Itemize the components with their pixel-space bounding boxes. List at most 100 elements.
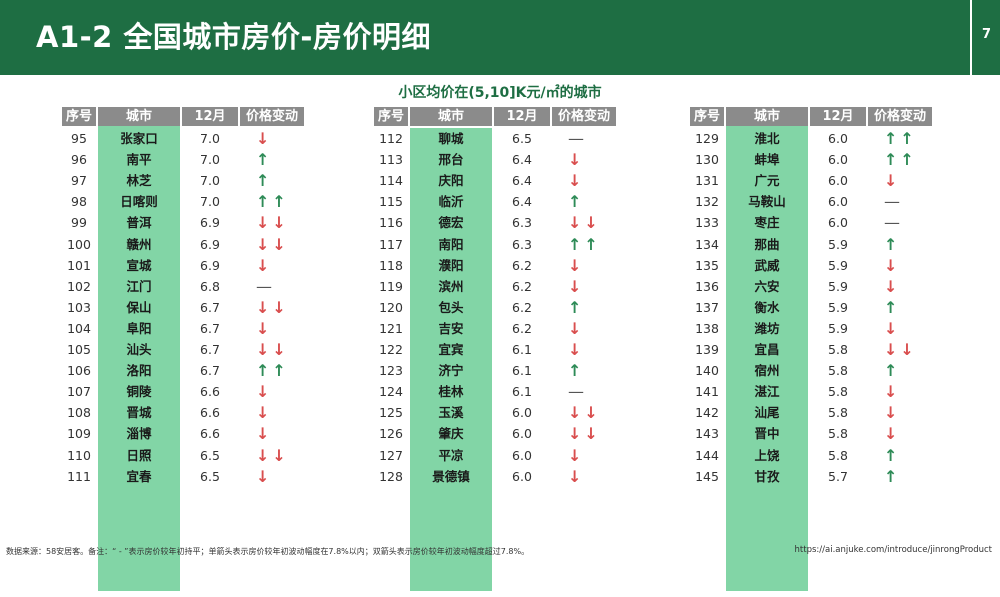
down-arrow-icon: ↓ bbox=[568, 445, 585, 465]
up-arrow-icon: ↑ bbox=[568, 192, 585, 212]
rank-cell: 111 bbox=[67, 468, 91, 484]
rank-cell: 133 bbox=[695, 215, 719, 231]
up-arrow-icon: ↑ bbox=[884, 466, 901, 486]
price-cell: 6.0 bbox=[512, 426, 532, 442]
rank-cell: 144 bbox=[695, 447, 719, 463]
column-header-rank: 序号 bbox=[690, 107, 724, 126]
rank-cell: 135 bbox=[695, 257, 719, 273]
down-arrow-icon: ↓ bbox=[884, 403, 901, 423]
price-cell: 6.2 bbox=[512, 278, 532, 294]
price-cell: 6.2 bbox=[512, 320, 532, 336]
header-divider bbox=[970, 0, 972, 75]
table-row: 102 江门 6.8 — bbox=[62, 276, 306, 297]
city-cell: 平凉 bbox=[438, 447, 464, 463]
price-cell: 6.0 bbox=[512, 447, 532, 463]
table-row: 137 衡水 5.9 ↑ bbox=[690, 297, 934, 318]
price-cell: 5.8 bbox=[828, 405, 848, 421]
down-arrow-icon: ↓↓ bbox=[568, 424, 601, 444]
city-cell: 汕尾 bbox=[754, 405, 780, 421]
down-arrow-icon: ↓ bbox=[256, 255, 273, 275]
rank-cell: 112 bbox=[379, 131, 403, 146]
down-arrow-icon: ↓ bbox=[884, 255, 901, 275]
table-row: 121 吉安 6.2 ↓ bbox=[374, 318, 618, 339]
price-cell: 5.9 bbox=[828, 320, 848, 336]
table-row: 111 宜春 6.5 ↓ bbox=[62, 466, 306, 487]
rank-cell: 141 bbox=[695, 384, 719, 400]
table-row: 135 武威 5.9 ↓ bbox=[690, 255, 934, 276]
table-row: 122 宜宾 6.1 ↓ bbox=[374, 339, 618, 360]
price-cell: 6.9 bbox=[200, 257, 220, 273]
rank-cell: 113 bbox=[379, 152, 403, 168]
price-cell: 5.8 bbox=[828, 342, 848, 357]
rank-cell: 109 bbox=[67, 426, 91, 442]
rank-cell: 127 bbox=[379, 447, 403, 463]
rank-cell: 123 bbox=[379, 363, 403, 379]
city-cell: 赣州 bbox=[126, 236, 152, 252]
price-cell: 7.0 bbox=[200, 194, 220, 210]
rank-cell: 96 bbox=[71, 152, 87, 168]
price-cell: 6.2 bbox=[512, 257, 532, 273]
city-cell: 汕头 bbox=[126, 342, 152, 357]
flat-dash-icon: — bbox=[256, 276, 275, 296]
price-cell: 5.8 bbox=[828, 426, 848, 442]
up-arrow-icon: ↑↑ bbox=[256, 361, 289, 381]
price-cell: 7.0 bbox=[200, 131, 220, 146]
price-cell: 6.8 bbox=[200, 278, 220, 294]
up-arrow-icon: ↑ bbox=[256, 150, 273, 170]
up-arrow-icon: ↑↑ bbox=[884, 129, 917, 148]
price-cell: 6.7 bbox=[200, 363, 220, 379]
up-arrow-icon: ↑ bbox=[568, 297, 585, 317]
price-cell: 5.9 bbox=[828, 257, 848, 273]
table-row: 117 南阳 6.3 ↑↑ bbox=[374, 234, 618, 255]
table-row: 116 德宏 6.3 ↓↓ bbox=[374, 212, 618, 233]
city-cell: 潍坊 bbox=[754, 320, 780, 336]
table-row: 109 淄博 6.6 ↓ bbox=[62, 423, 306, 444]
city-cell: 景德镇 bbox=[432, 468, 470, 484]
table-row: 110 日照 6.5 ↓↓ bbox=[62, 445, 306, 466]
city-cell: 宜宾 bbox=[438, 342, 464, 357]
city-cell: 肇庆 bbox=[438, 426, 464, 442]
price-cell: 6.0 bbox=[828, 173, 848, 189]
column-header-city: 城市 bbox=[98, 107, 180, 126]
city-cell: 桂林 bbox=[438, 384, 464, 400]
table-row: 96 南平 7.0 ↑ bbox=[62, 149, 306, 170]
down-arrow-icon: ↓ bbox=[256, 424, 273, 444]
column-header-rank: 序号 bbox=[374, 107, 408, 126]
down-arrow-icon: ↓ bbox=[568, 255, 585, 275]
city-cell: 宣城 bbox=[126, 257, 152, 273]
price-cell: 6.3 bbox=[512, 236, 532, 252]
city-cell: 普洱 bbox=[126, 215, 152, 231]
rank-cell: 128 bbox=[379, 468, 403, 484]
down-arrow-icon: ↓↓ bbox=[256, 234, 289, 254]
down-arrow-icon: ↓ bbox=[884, 171, 901, 191]
down-arrow-icon: ↓ bbox=[568, 318, 585, 338]
price-cell: 6.5 bbox=[512, 131, 532, 146]
city-cell: 淄博 bbox=[126, 426, 152, 442]
table-row: 105 汕头 6.7 ↓↓ bbox=[62, 339, 306, 360]
rank-cell: 139 bbox=[695, 342, 719, 357]
rank-cell: 104 bbox=[67, 320, 91, 336]
city-cell: 阜阳 bbox=[126, 320, 152, 336]
down-arrow-icon: ↓ bbox=[256, 466, 273, 486]
table-row: 142 汕尾 5.8 ↓ bbox=[690, 402, 934, 423]
price-cell: 6.4 bbox=[512, 173, 532, 189]
table-row: 120 包头 6.2 ↑ bbox=[374, 297, 618, 318]
table-row: 114 庆阳 6.4 ↓ bbox=[374, 170, 618, 191]
price-cell: 6.7 bbox=[200, 299, 220, 315]
city-cell: 甘孜 bbox=[754, 468, 780, 484]
column-header-month: 12月 bbox=[810, 107, 866, 126]
city-cell: 江门 bbox=[126, 278, 152, 294]
rank-cell: 117 bbox=[379, 236, 403, 252]
down-arrow-icon: ↓ bbox=[884, 382, 901, 402]
table-row: 131 广元 6.0 ↓ bbox=[690, 170, 934, 191]
price-cell: 7.0 bbox=[200, 152, 220, 168]
rank-cell: 138 bbox=[695, 320, 719, 336]
table-row: 145 甘孜 5.7 ↑ bbox=[690, 466, 934, 487]
down-arrow-icon: ↓ bbox=[256, 318, 273, 338]
rank-cell: 115 bbox=[379, 194, 403, 210]
city-cell: 济宁 bbox=[438, 363, 464, 379]
column-header-change: 价格变动 bbox=[868, 107, 932, 126]
rank-cell: 142 bbox=[695, 405, 719, 421]
price-cell: 7.0 bbox=[200, 173, 220, 189]
page-title: A1-2 全国城市房价-房价明细 bbox=[36, 20, 431, 54]
